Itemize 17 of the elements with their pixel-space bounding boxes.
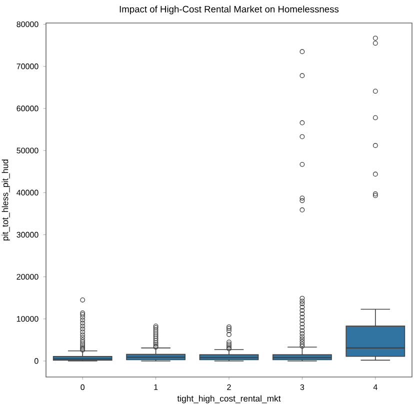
y-tick-label: 20000	[16, 274, 38, 280]
chart-title: Impact of High-Cost Rental Market on Homelessness	[120, 6, 339, 14]
y-tick-label: 0	[34, 358, 38, 364]
y-tick-label: 80000	[16, 21, 38, 28]
x-tick-label: 2	[227, 384, 231, 390]
x-tick-label: 1	[154, 384, 158, 390]
y-axis-title: pit_tot_hless_pit_hud	[2, 160, 10, 240]
y-tick-label: 40000	[16, 190, 38, 196]
x-tick-label: 0	[80, 384, 85, 390]
y-tick-label: 30000	[16, 232, 38, 238]
x-tick-label: 3	[300, 384, 304, 390]
y-tick-label: 60000	[16, 106, 38, 112]
y-tick-label: 10000	[16, 316, 38, 322]
y-tick-label: 50000	[16, 148, 38, 154]
x-axis-title: tight_high_cost_rental_mkt	[177, 395, 281, 404]
y-tick-label: 70000	[16, 64, 38, 70]
x-tick-label: 4	[373, 384, 378, 390]
